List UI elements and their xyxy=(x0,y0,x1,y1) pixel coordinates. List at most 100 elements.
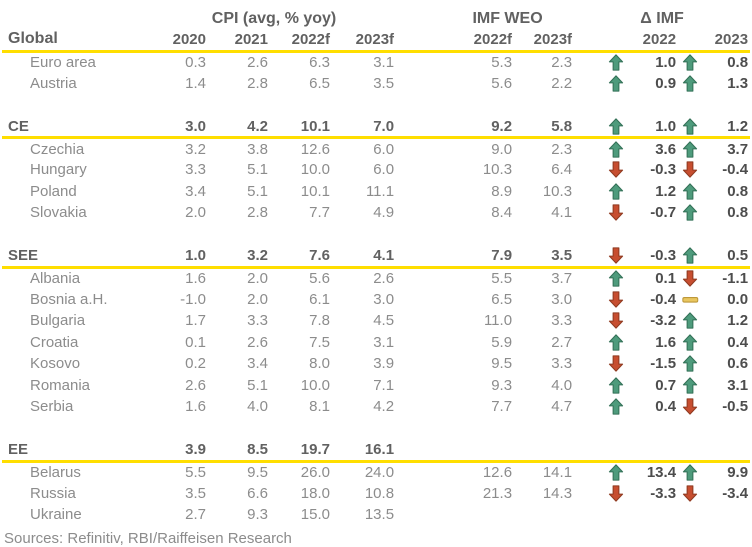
imf-value xyxy=(514,439,575,463)
cpi-value: 10.1 xyxy=(270,116,332,139)
imf-value: 14.1 xyxy=(542,464,573,481)
delta-cell: 0.8 xyxy=(678,51,750,73)
imf-value: 5.9 xyxy=(491,333,513,351)
cpi-value: 7.5 xyxy=(309,333,330,351)
up-arrow-icon xyxy=(682,355,702,372)
imf-value: 7.9 xyxy=(396,245,515,269)
imf-value: 10.3 xyxy=(482,161,513,179)
delta-cell: 1.6 xyxy=(574,332,678,354)
cpi-value: 0.2 xyxy=(185,355,206,373)
cpi-value: 12.6 xyxy=(300,140,330,158)
row-label: Croatia xyxy=(30,333,79,351)
delta-cell: 1.0 xyxy=(574,51,678,73)
section-row: CE 3.0 4.2 10.1 7.0 9.2 5.8 1.0 1.2 xyxy=(2,116,751,139)
delta-cell: -0.4 xyxy=(574,289,678,311)
cpi-value: 1.7 xyxy=(185,312,206,330)
col-header-delta-2022: 2022 xyxy=(574,28,679,53)
delta-cell: -0.3 xyxy=(574,245,679,269)
row-label: Romania xyxy=(30,376,91,394)
down-arrow-icon xyxy=(608,204,628,221)
delta-value: 0.8 xyxy=(727,54,749,71)
table-row: Russia 3.5 6.6 18.0 10.8 21.3 14.3 -3.3 -3.4 xyxy=(2,483,750,505)
cpi-value: 3.9 xyxy=(373,355,395,373)
cpi-value: 4.2 xyxy=(373,398,395,416)
cpi-value: 7.8 xyxy=(309,312,330,330)
cpi-value: 6.0 xyxy=(373,140,395,158)
cpi-value: 5.1 xyxy=(247,161,268,179)
delta-value: -1.5 xyxy=(650,355,677,373)
delta-value: -3.4 xyxy=(722,484,749,502)
delta-value: -1.1 xyxy=(722,270,749,287)
cpi-value: 15.0 xyxy=(300,506,330,524)
cpi-value: 7.0 xyxy=(332,116,397,139)
imf-weo-group-header: IMF WEO xyxy=(472,10,543,27)
delta-cell: -0.5 xyxy=(678,396,750,418)
cpi-value: 1.4 xyxy=(185,74,206,92)
delta-value: 0.8 xyxy=(727,204,749,222)
up-arrow-icon xyxy=(682,117,702,135)
cpi-value: 3.0 xyxy=(373,290,395,308)
delta-cell-empty xyxy=(678,439,751,463)
cpi-group-header: CPI (avg, % yoy) xyxy=(211,10,337,27)
cpi-value: -1.0 xyxy=(180,290,206,308)
delta-cell: 3.7 xyxy=(678,138,750,160)
delta-value: -0.4 xyxy=(722,161,749,179)
up-arrow-icon xyxy=(682,183,702,200)
delta-value: 0.7 xyxy=(655,376,677,394)
col-header-cpi-2022f: 2022f xyxy=(270,28,332,53)
col-header-imf-2023f: 2023f xyxy=(514,28,575,53)
delta-cell: 0.5 xyxy=(678,245,751,269)
cpi-value: 3.3 xyxy=(185,161,206,179)
row-label: Austria xyxy=(30,74,77,92)
up-arrow-icon xyxy=(682,312,702,329)
data-table: CPI (avg, % yoy) IMF WEO Δ IMF Global 20… xyxy=(2,2,751,526)
corner-spacer xyxy=(2,2,152,28)
imf-value: 5.3 xyxy=(491,54,513,71)
cpi-value: 4.9 xyxy=(373,204,395,222)
delta-cell: 0.0 xyxy=(678,289,750,311)
delta-value: 1.0 xyxy=(655,54,677,71)
cpi-value: 2.6 xyxy=(247,54,268,71)
cpi-value: 16.1 xyxy=(332,439,397,463)
delta-cell: -3.3 xyxy=(574,483,678,505)
delta-value: -0.5 xyxy=(722,398,749,416)
cpi-value: 3.4 xyxy=(185,182,206,200)
cpi-value: 9.5 xyxy=(247,464,268,481)
delta-value: 0.4 xyxy=(655,398,677,416)
table-row: Albania 1.6 2.0 5.6 2.6 5.5 3.7 0.1 -1.1 xyxy=(2,267,750,289)
delta-cell: 0.9 xyxy=(574,73,678,95)
imf-value: 4.0 xyxy=(551,376,573,394)
cpi-value: 5.6 xyxy=(309,270,330,287)
cpi-value: 6.5 xyxy=(309,74,330,92)
down-arrow-icon xyxy=(682,161,702,178)
corner-label-global: Global xyxy=(2,28,152,53)
delta-cell: 1.0 xyxy=(574,116,679,139)
down-arrow-icon xyxy=(608,312,628,329)
imf-value xyxy=(396,439,515,463)
cpi-value: 2.8 xyxy=(247,74,268,92)
cpi-value: 3.5 xyxy=(373,74,395,92)
delta-value: 1.3 xyxy=(727,74,749,92)
table-row: Czechia 3.2 3.8 12.6 6.0 9.0 2.3 3.6 3.7 xyxy=(2,138,750,160)
cpi-value: 3.1 xyxy=(373,333,395,351)
cpi-value: 4.2 xyxy=(208,116,270,139)
down-arrow-icon xyxy=(682,485,702,502)
up-arrow-icon xyxy=(682,334,702,351)
up-arrow-icon xyxy=(608,334,628,351)
delta-value: 3.7 xyxy=(727,140,749,158)
cpi-value: 2.6 xyxy=(247,333,268,351)
cpi-value: 2.6 xyxy=(373,270,395,287)
row-label: Czechia xyxy=(30,140,85,158)
spacer-row xyxy=(2,224,750,246)
cpi-value: 18.0 xyxy=(300,484,330,502)
delta-value: -3.3 xyxy=(650,484,677,502)
section-row: SEE 1.0 3.2 7.6 4.1 7.9 3.5 -0.3 0.5 xyxy=(2,245,751,269)
section-row: EE 3.9 8.5 19.7 16.1 xyxy=(2,439,751,463)
cpi-value: 6.3 xyxy=(309,54,330,71)
delta-value: 3.1 xyxy=(727,376,749,394)
cpi-value: 11.1 xyxy=(365,182,395,200)
delta-value: 1.2 xyxy=(655,182,677,200)
cpi-value: 3.9 xyxy=(152,439,208,463)
imf-value: 2.2 xyxy=(551,74,573,92)
cpi-value: 26.0 xyxy=(300,464,330,481)
